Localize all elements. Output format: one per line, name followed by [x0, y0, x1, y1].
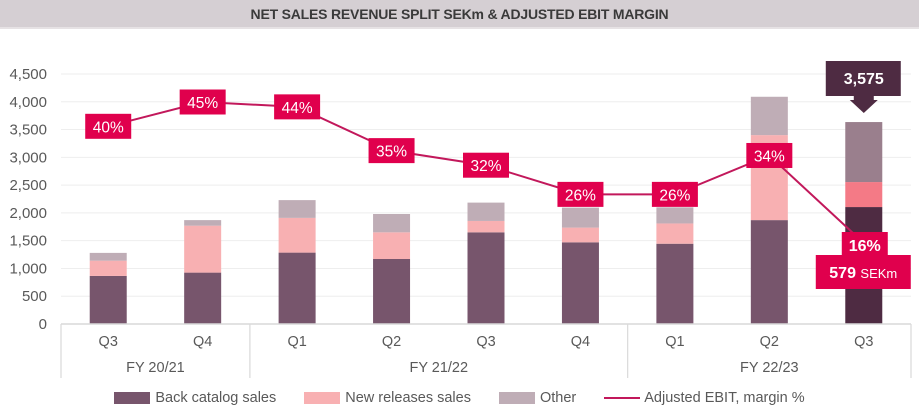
ebit-margin-label-box [746, 142, 793, 168]
ebit-margin-label: 16% [849, 238, 881, 255]
bar-back-catalog [561, 242, 599, 324]
bar-new-releases [561, 227, 599, 243]
bar-new-releases [656, 223, 694, 244]
bar-other [278, 200, 316, 218]
chart-title-bar: NET SALES REVENUE SPLIT SEKm & ADJUSTED … [0, 0, 919, 29]
x-tick-label: Q3 [476, 334, 495, 350]
x-tick-label: Q1 [287, 334, 306, 350]
bar-new-releases [278, 217, 316, 253]
ebit-margin-label-box [557, 181, 604, 207]
x-tick-label: Q2 [760, 334, 779, 350]
ebit-margin-label: 34% [754, 148, 785, 165]
ebit-margin-label-box [274, 94, 321, 120]
x-tick-label: Q1 [665, 334, 684, 350]
y-tick-label: 4,500 [9, 66, 47, 83]
y-tick-label: 1,500 [9, 233, 47, 250]
y-tick-label: 3,500 [9, 122, 47, 139]
y-tick-label: 0 [39, 316, 47, 333]
legend-swatch-other [498, 392, 535, 404]
x-tick-label: Q3 [854, 334, 873, 350]
bar-back-catalog [467, 232, 505, 324]
ebit-margin-label: 32% [470, 158, 501, 175]
bar-other [373, 214, 411, 233]
ebit-value-box [815, 255, 911, 289]
bar-back-catalog [373, 259, 411, 324]
bar-back-catalog [278, 252, 316, 324]
ebit-margin-label: 35% [376, 144, 407, 161]
total-callout-label: 3,575 [844, 71, 884, 88]
ebit-margin-label-box [463, 152, 509, 178]
y-tick-label: 1,000 [9, 260, 47, 277]
y-tick-label: 2,500 [9, 177, 47, 194]
chart-canvas: 0 500 1,000 1,500 2,000 2,500 3,000 3,500 4,000 4… [9, 61, 912, 378]
legend-swatch-back-catalog [114, 392, 151, 404]
y-tick-label: 2,000 [9, 205, 47, 222]
fiscal-year-label: FY 21/22 [409, 360, 468, 376]
ebit-value-label: 579 SEKm [829, 265, 897, 282]
legend-item-ebit: Adjusted EBIT, margin % [604, 390, 805, 406]
ebit-margin-label-box [179, 89, 226, 115]
bar-new-releases [467, 220, 505, 233]
bar-new-releases [184, 225, 222, 273]
legend-swatch-new-releases [304, 392, 341, 404]
ebit-margin-label: 40% [93, 119, 124, 136]
x-tick-label: Q3 [99, 334, 118, 350]
legend-label: Adjusted EBIT, margin % [644, 390, 805, 406]
chart-title: NET SALES REVENUE SPLIT SEKm & ADJUSTED … [250, 5, 669, 22]
y-tick-label: 4,000 [9, 94, 47, 111]
ebit-margin-label-box [651, 181, 698, 207]
legend-item-other: Other [498, 390, 577, 406]
fiscal-year-label: FY 20/21 [126, 360, 185, 376]
ebit-margin-label: 26% [565, 187, 596, 204]
bar-back-catalog [89, 275, 127, 324]
bar-new-releases [89, 260, 127, 276]
ebit-margin-label: 44% [282, 100, 313, 117]
bar-new-releases [845, 182, 883, 208]
bar-other [467, 202, 505, 221]
total-callout-arrow-icon [849, 96, 878, 113]
bar-other [184, 220, 222, 226]
ebit-value-unit: SEKm [860, 266, 897, 281]
bar-other [845, 122, 883, 183]
total-callout-box [825, 61, 901, 96]
y-tick-label: 3,000 [9, 149, 47, 166]
y-tick-label: 500 [22, 288, 47, 305]
legend-label: Back catalog sales [155, 390, 277, 406]
bar-other [89, 252, 127, 261]
bar-other [656, 207, 694, 224]
x-tick-label: Q4 [193, 334, 212, 350]
legend-label: New releases sales [345, 390, 471, 406]
ebit-margin-label: 26% [659, 187, 690, 204]
ebit-value-number: 579 [829, 265, 860, 282]
ebit-margin-label-box [368, 138, 415, 164]
ebit-margin-label-box [85, 113, 132, 139]
legend-item-new-releases: New releases sales [304, 390, 471, 406]
bar-back-catalog [184, 272, 222, 324]
bar-back-catalog [656, 243, 694, 324]
legend-swatch-ebit-line [604, 397, 641, 399]
bar-other [561, 207, 599, 228]
x-tick-label: Q2 [382, 334, 401, 350]
bar-new-releases [373, 232, 411, 259]
legend: Back catalog sales New releases sales Ot… [0, 390, 919, 406]
ebit-margin-label: 45% [187, 95, 218, 112]
bar-other [750, 96, 788, 136]
bar-back-catalog [750, 220, 788, 324]
legend-item-back-catalog: Back catalog sales [114, 390, 276, 406]
x-tick-label: Q4 [571, 334, 590, 350]
fiscal-year-label: FY 22/23 [740, 360, 799, 376]
ebit-margin-label-box [841, 232, 888, 257]
legend-label: Other [539, 390, 577, 406]
